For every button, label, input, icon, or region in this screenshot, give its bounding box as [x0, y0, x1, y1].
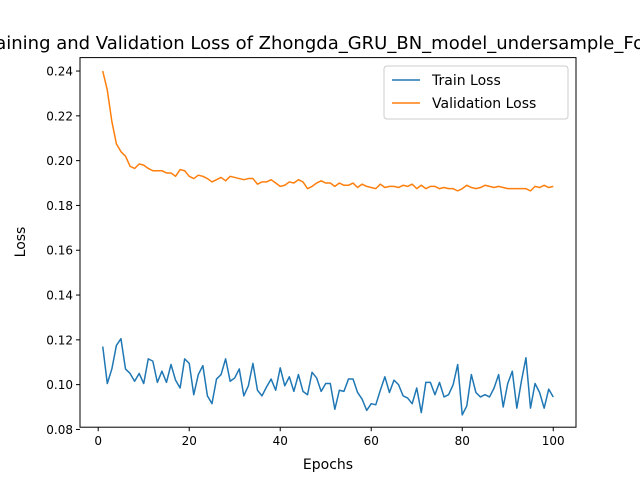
legend-label-2: Validation Loss — [432, 96, 536, 112]
legend-label-1: Train Loss — [431, 73, 501, 89]
x-tick-label: 40 — [273, 434, 288, 448]
series-line-1 — [102, 337, 554, 416]
y-tick-label: 0.24 — [46, 65, 73, 79]
legend-box — [383, 65, 569, 120]
y-tick-label: 0.08 — [46, 423, 73, 437]
plot-lines — [102, 70, 554, 416]
y-axis: 0.08 0.10 0.12 0.14 0.16 0.18 0.20 0.22 0.24 — [46, 65, 80, 437]
y-tick-label: 0.12 — [46, 333, 73, 347]
y-tick-label: 0.18 — [46, 199, 73, 213]
y-axis-label: Loss — [13, 227, 29, 258]
x-tick-label: 0 — [94, 434, 102, 448]
y-tick-label: 0.16 — [46, 244, 73, 258]
y-tick-label: 0.20 — [46, 154, 73, 168]
x-axis: 0 20 40 60 80 100 — [94, 427, 565, 448]
x-tick-label: 80 — [455, 434, 470, 448]
y-tick-label: 0.10 — [46, 378, 73, 392]
y-tick-label: 0.22 — [46, 109, 73, 123]
plot-frame — [79, 57, 577, 428]
x-tick-label: 100 — [542, 434, 565, 448]
chart-title: Training and Validation Loss of Zhongda_… — [0, 33, 640, 54]
legend: Train Loss Validation Loss — [383, 65, 569, 120]
series-line-2 — [102, 70, 554, 192]
x-axis-label: Epochs — [303, 457, 353, 473]
y-tick-label: 0.14 — [46, 289, 73, 303]
x-tick-label: 60 — [364, 434, 379, 448]
x-tick-label: 20 — [182, 434, 197, 448]
